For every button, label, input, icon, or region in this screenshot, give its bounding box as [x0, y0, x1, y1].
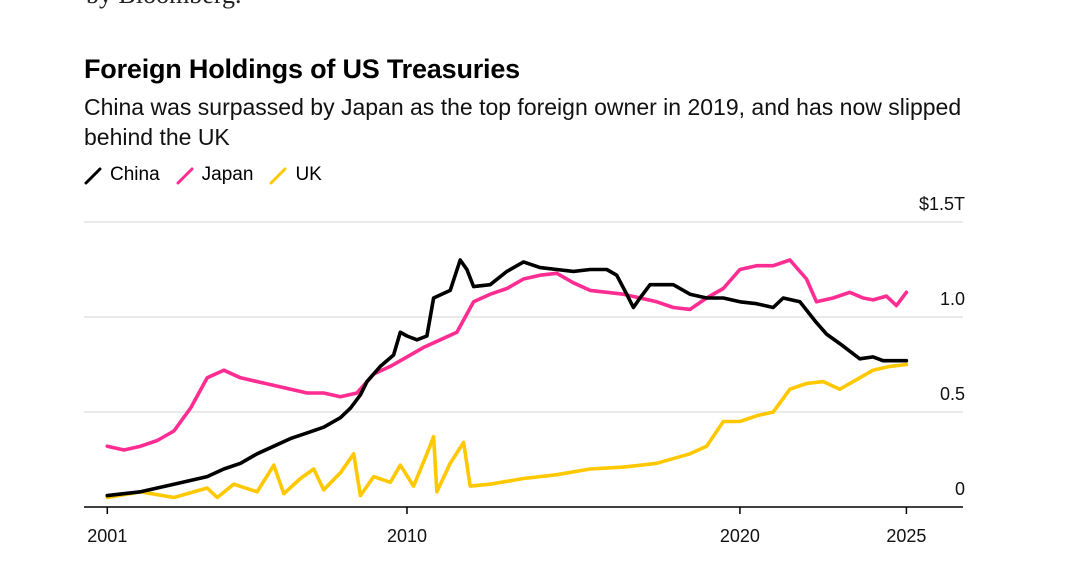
series-lines [105, 258, 909, 500]
legend-line-japan [176, 167, 194, 185]
legend-swatch-japan [176, 167, 194, 185]
x-tick-label: 2001 [87, 526, 127, 546]
legend-label-uk: UK [295, 164, 322, 185]
gridlines [84, 221, 963, 413]
chart-legend: China Japan UK [84, 164, 338, 186]
legend-swatch-uk [269, 167, 287, 185]
series-line-china [105, 258, 909, 498]
legend-line-uk [269, 167, 287, 185]
legend-label-japan: Japan [201, 164, 254, 185]
legend-label-china: China [110, 164, 160, 185]
legend-item-japan: Japan [176, 164, 254, 186]
y-tick-label: 0.5 [940, 384, 965, 404]
y-tick-label: $1.5T [919, 194, 965, 214]
legend-line-china [84, 167, 102, 185]
legend-swatch-china [84, 167, 102, 185]
legend-item-uk: UK [269, 164, 322, 186]
y-tick-label: 1.0 [940, 289, 965, 309]
legend-item-china: China [84, 164, 160, 186]
x-tick-label: 2020 [720, 526, 760, 546]
series-line-japan [105, 258, 909, 452]
cut-off-article-text: by Bloomberg. [86, 0, 242, 10]
chart-subtitle: China was surpassed by Japan as the top … [84, 94, 962, 150]
x-tick-label: 2025 [886, 526, 926, 546]
y-axis-labels: 0 0.5 1.0 $1.5T [919, 194, 965, 499]
x-tick-label: 2010 [387, 526, 427, 546]
series-line-uk [105, 362, 909, 500]
y-tick-label: 0 [955, 479, 965, 499]
chart-title: Foreign Holdings of US Treasuries [84, 54, 520, 84]
x-axis: 2001 2010 2020 2025 [84, 506, 963, 546]
